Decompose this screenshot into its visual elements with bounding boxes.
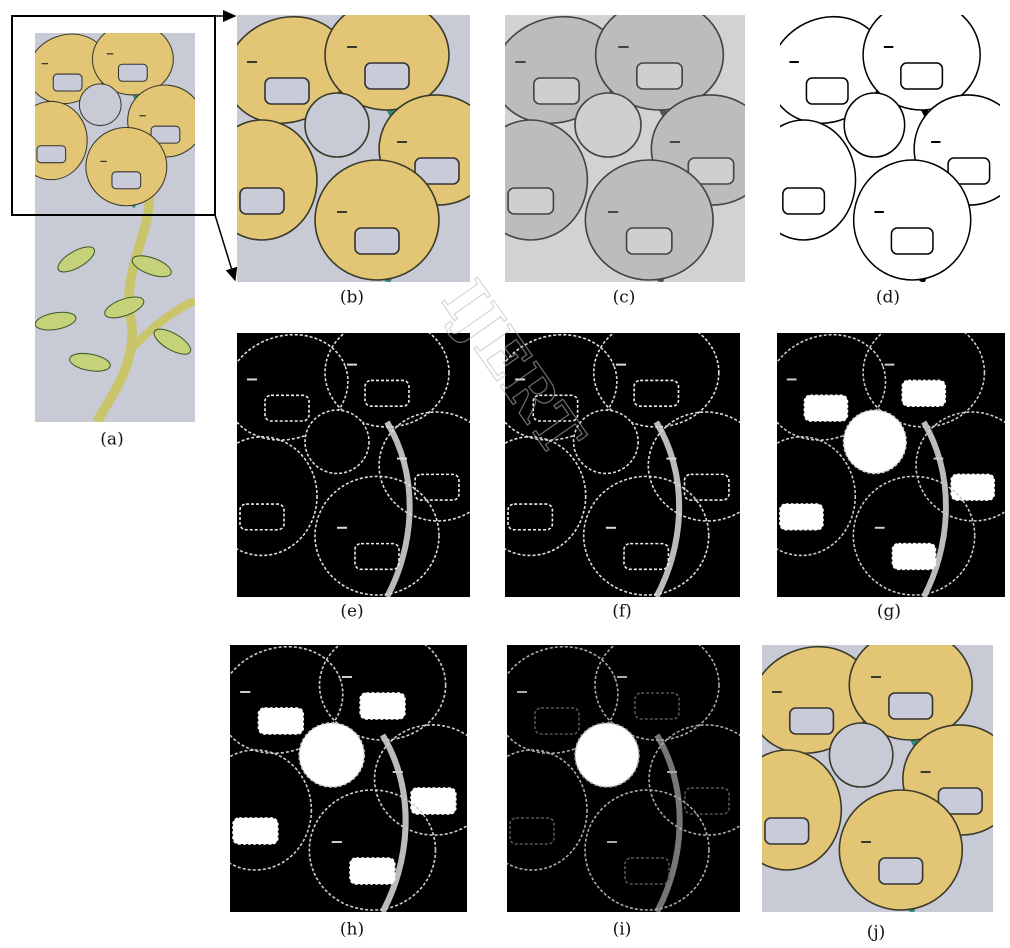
panel-label: (g) — [877, 602, 901, 622]
panels: (a) (b) (c) (d) (e) (f) (g) (h) (i) (j) — [15, 0, 1010, 943]
panel-label: (a) — [100, 430, 123, 450]
panel-label: (i) — [613, 920, 632, 940]
panel-label: (d) — [876, 288, 900, 308]
answer-box — [637, 63, 682, 89]
panel-label: (b) — [340, 288, 364, 308]
figure: (a)(b)(c)(d)(e)(f)(g)(h)(i)(j) IJERT — [0, 0, 1010, 948]
flower-center — [299, 723, 364, 787]
flower-center — [305, 93, 369, 157]
panel-label: (j) — [867, 923, 886, 943]
image-panel — [474, 0, 780, 282]
petal — [585, 160, 713, 280]
image-panel — [207, 0, 504, 282]
panel-label: (e) — [340, 602, 363, 622]
answer-box — [780, 504, 823, 530]
answer-box — [240, 188, 284, 214]
answer-box — [119, 64, 148, 81]
answer-box — [806, 78, 848, 104]
petal — [86, 128, 167, 206]
petal — [15, 101, 87, 179]
answer-box — [365, 63, 409, 89]
answer-box — [892, 544, 935, 570]
image-panel — [477, 630, 774, 912]
panel-label: (f) — [612, 602, 632, 622]
answer-box — [233, 818, 278, 844]
answer-box — [508, 188, 553, 214]
flower-center — [575, 723, 639, 787]
answer-box — [112, 172, 141, 189]
answer-box — [790, 708, 834, 734]
petal — [315, 160, 439, 280]
image-panel — [15, 23, 209, 422]
answer-box — [534, 78, 579, 104]
petal — [752, 120, 856, 240]
image-panel — [752, 0, 1010, 282]
answer-box — [891, 228, 933, 254]
petal — [474, 120, 587, 240]
panel-label: (c) — [613, 288, 636, 308]
zoom-arrow — [215, 215, 235, 280]
answer-box — [53, 74, 82, 91]
answer-box — [627, 228, 672, 254]
flower-center — [575, 93, 641, 157]
flower-center — [844, 93, 904, 157]
answer-box — [879, 858, 923, 884]
petal — [732, 750, 841, 870]
flower-center — [79, 84, 121, 126]
petal — [854, 160, 971, 280]
answer-box — [902, 380, 945, 406]
flower-center — [305, 410, 369, 473]
answer-box — [951, 474, 994, 500]
image-panel — [748, 318, 1010, 597]
answer-box — [37, 146, 66, 163]
flower-center — [844, 410, 907, 473]
flower-center — [829, 723, 892, 787]
answer-box — [411, 788, 456, 814]
answer-box — [258, 708, 303, 734]
image-panel — [732, 630, 1010, 912]
answer-box — [804, 395, 847, 421]
answer-box — [783, 188, 825, 214]
image-panel — [207, 318, 504, 597]
answer-box — [360, 693, 405, 719]
petal — [207, 120, 317, 240]
petal — [839, 790, 962, 910]
answer-box — [901, 63, 943, 89]
panel-label: (h) — [340, 920, 364, 940]
answer-box — [355, 228, 399, 254]
answer-box — [889, 693, 933, 719]
answer-box — [265, 78, 309, 104]
answer-box — [350, 858, 395, 884]
answer-box — [765, 818, 809, 844]
image-panel — [199, 630, 501, 912]
